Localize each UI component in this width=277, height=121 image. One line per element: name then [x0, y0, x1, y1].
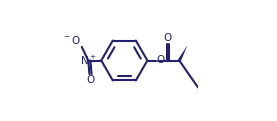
Text: O: O	[86, 75, 94, 85]
Text: N$^+$: N$^+$	[80, 54, 97, 67]
Polygon shape	[178, 45, 188, 61]
Text: O: O	[157, 56, 165, 65]
Text: O: O	[164, 33, 172, 43]
Text: $^-$O: $^-$O	[62, 34, 81, 46]
